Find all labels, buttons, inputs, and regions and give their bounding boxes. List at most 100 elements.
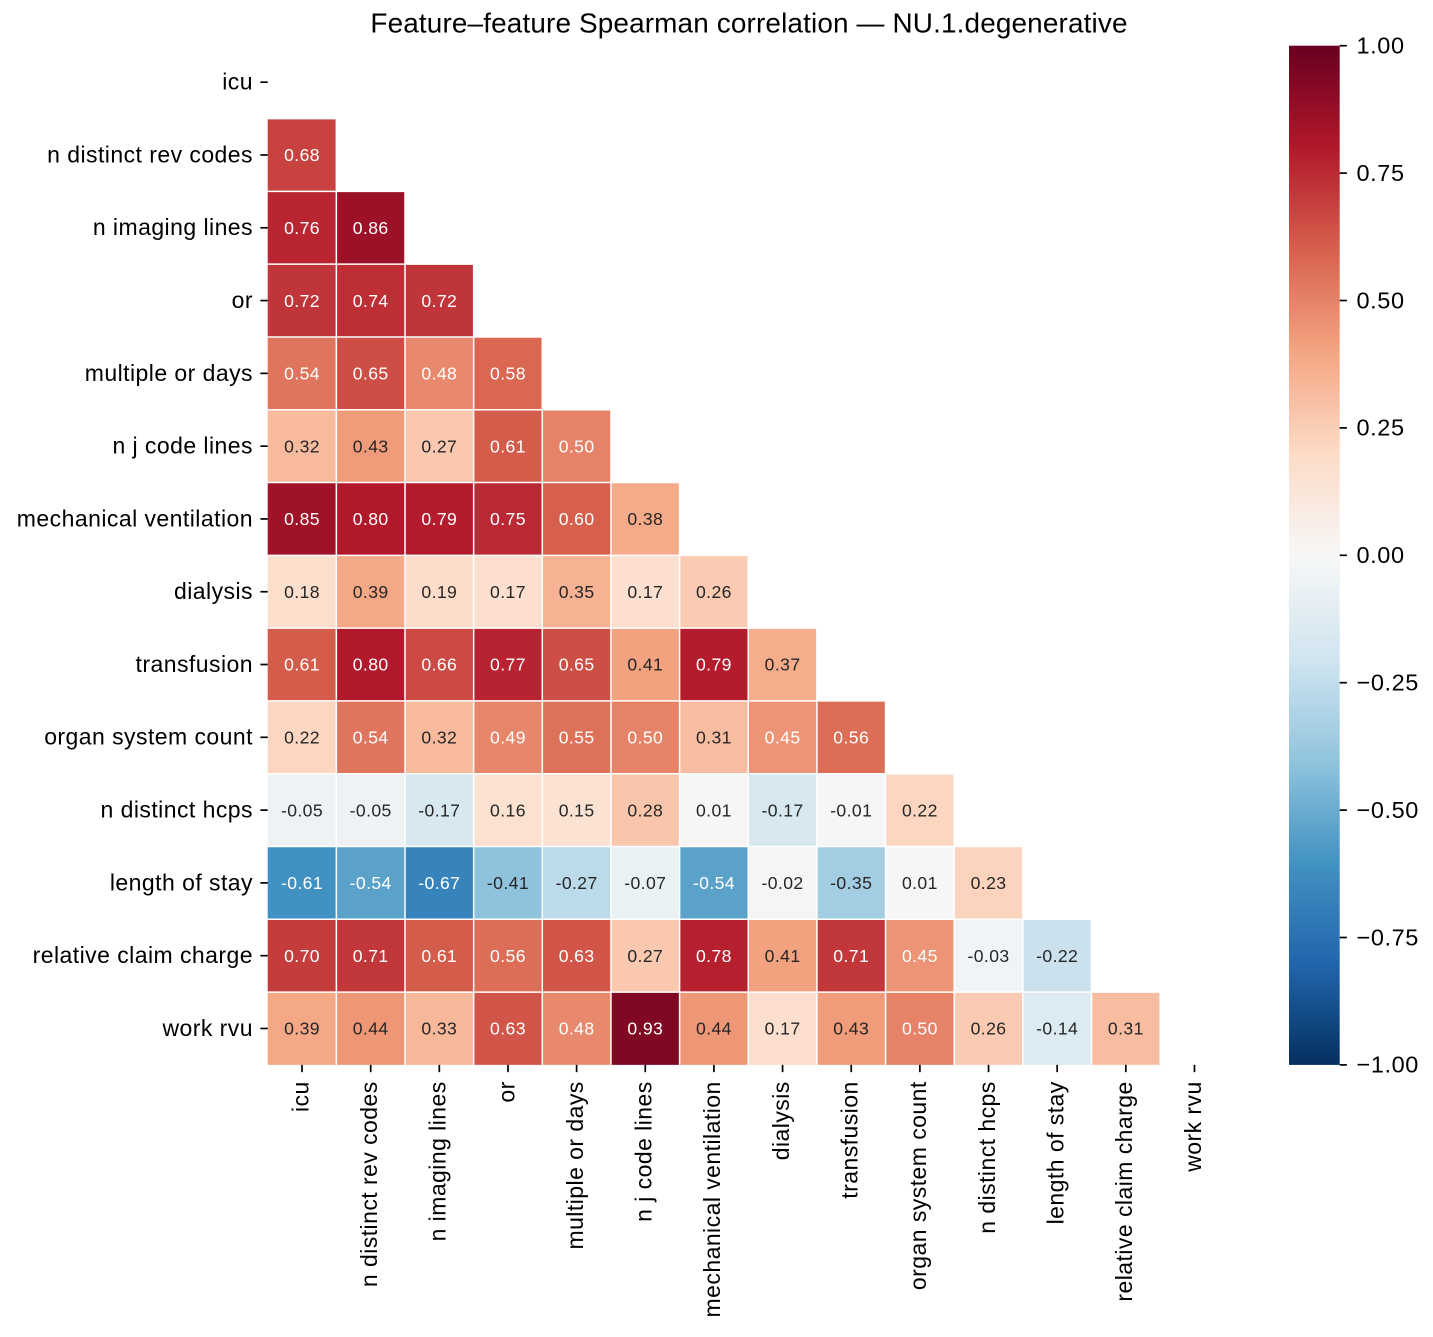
svg-text:Feature–feature Spearman corre: Feature–feature Spearman correlation — N… (370, 8, 1127, 39)
svg-text:0.38: 0.38 (627, 509, 663, 529)
svg-text:-0.05: -0.05 (281, 800, 323, 820)
svg-text:0.26: 0.26 (696, 582, 732, 602)
svg-text:−0.50: −0.50 (1357, 797, 1419, 823)
svg-text:0.45: 0.45 (902, 946, 938, 966)
svg-text:0.17: 0.17 (627, 582, 663, 602)
svg-text:-0.54: -0.54 (693, 873, 735, 893)
svg-text:0.41: 0.41 (765, 946, 801, 966)
svg-text:0.65: 0.65 (353, 364, 389, 384)
svg-text:0.43: 0.43 (353, 436, 389, 456)
svg-text:0.41: 0.41 (627, 655, 663, 675)
svg-text:length of stay: length of stay (1042, 1081, 1068, 1224)
svg-text:-0.41: -0.41 (487, 873, 529, 893)
svg-text:-0.67: -0.67 (418, 873, 460, 893)
svg-text:−0.75: −0.75 (1357, 924, 1419, 950)
svg-text:0.60: 0.60 (559, 509, 595, 529)
svg-text:dialysis: dialysis (174, 578, 253, 604)
svg-text:-0.14: -0.14 (1036, 1019, 1078, 1039)
svg-text:0.17: 0.17 (765, 1019, 801, 1039)
svg-text:0.48: 0.48 (421, 364, 457, 384)
svg-text:mechanical ventilation: mechanical ventilation (17, 505, 253, 531)
svg-text:0.70: 0.70 (284, 946, 320, 966)
svg-text:0.49: 0.49 (490, 728, 526, 748)
svg-text:0.25: 0.25 (1357, 415, 1405, 441)
svg-text:0.27: 0.27 (421, 436, 457, 456)
svg-text:-0.07: -0.07 (624, 873, 666, 893)
svg-text:0.28: 0.28 (627, 800, 663, 820)
svg-text:0.32: 0.32 (421, 728, 457, 748)
svg-text:-0.61: -0.61 (281, 873, 323, 893)
svg-text:−0.25: −0.25 (1357, 670, 1419, 696)
svg-text:0.78: 0.78 (696, 946, 732, 966)
svg-text:0.48: 0.48 (559, 1019, 595, 1039)
svg-text:n distinct rev codes: n distinct rev codes (47, 141, 253, 167)
svg-text:0.18: 0.18 (284, 582, 320, 602)
svg-text:−1.00: −1.00 (1357, 1052, 1419, 1078)
svg-text:0.86: 0.86 (353, 218, 389, 238)
svg-text:0.50: 0.50 (627, 728, 663, 748)
svg-text:0.17: 0.17 (490, 582, 526, 602)
svg-text:-0.22: -0.22 (1036, 946, 1078, 966)
svg-text:0.68: 0.68 (284, 145, 320, 165)
svg-text:work rvu: work rvu (1180, 1081, 1206, 1173)
svg-text:0.56: 0.56 (833, 728, 869, 748)
svg-text:0.19: 0.19 (421, 582, 457, 602)
svg-text:0.75: 0.75 (1357, 160, 1405, 186)
svg-text:icu: icu (287, 1081, 313, 1112)
svg-text:-0.54: -0.54 (350, 873, 392, 893)
svg-text:0.79: 0.79 (696, 655, 732, 675)
svg-text:-0.02: -0.02 (762, 873, 804, 893)
svg-text:0.01: 0.01 (696, 800, 732, 820)
svg-text:0.22: 0.22 (902, 800, 938, 820)
svg-text:0.33: 0.33 (421, 1019, 457, 1039)
svg-text:-0.05: -0.05 (350, 800, 392, 820)
svg-text:transfusion: transfusion (837, 1081, 863, 1198)
svg-text:organ system count: organ system count (44, 724, 253, 750)
svg-text:0.15: 0.15 (559, 800, 595, 820)
svg-text:0.71: 0.71 (833, 946, 869, 966)
svg-text:0.72: 0.72 (421, 291, 457, 311)
svg-text:0.01: 0.01 (902, 873, 938, 893)
svg-text:0.00: 0.00 (1357, 542, 1405, 568)
svg-text:0.22: 0.22 (284, 728, 320, 748)
svg-text:0.71: 0.71 (353, 946, 389, 966)
svg-text:0.16: 0.16 (490, 800, 526, 820)
svg-text:n j code lines: n j code lines (112, 433, 253, 459)
svg-text:n distinct rev codes: n distinct rev codes (356, 1081, 382, 1287)
svg-text:n distinct hcps: n distinct hcps (974, 1081, 1000, 1234)
svg-text:0.80: 0.80 (353, 509, 389, 529)
svg-text:0.85: 0.85 (284, 509, 320, 529)
svg-text:0.76: 0.76 (284, 218, 320, 238)
svg-text:n imaging lines: n imaging lines (425, 1081, 451, 1241)
svg-text:0.31: 0.31 (696, 728, 732, 748)
svg-text:0.74: 0.74 (353, 291, 389, 311)
svg-text:1.00: 1.00 (1357, 33, 1405, 59)
svg-text:0.35: 0.35 (559, 582, 595, 602)
svg-text:multiple or days: multiple or days (562, 1081, 588, 1249)
svg-text:0.63: 0.63 (559, 946, 595, 966)
svg-text:0.50: 0.50 (1357, 287, 1405, 313)
svg-text:0.93: 0.93 (627, 1019, 663, 1039)
svg-text:icu: icu (222, 69, 253, 95)
svg-text:-0.27: -0.27 (556, 873, 598, 893)
svg-text:multiple or days: multiple or days (85, 360, 253, 386)
svg-text:transfusion: transfusion (136, 651, 253, 677)
svg-text:relative claim charge: relative claim charge (1111, 1081, 1137, 1301)
svg-text:mechanical ventilation: mechanical ventilation (699, 1081, 725, 1317)
svg-text:0.54: 0.54 (353, 728, 389, 748)
svg-text:0.44: 0.44 (696, 1019, 732, 1039)
svg-text:n imaging lines: n imaging lines (93, 214, 253, 240)
svg-text:dialysis: dialysis (768, 1081, 794, 1160)
svg-text:0.32: 0.32 (284, 436, 320, 456)
svg-text:0.54: 0.54 (284, 364, 320, 384)
svg-text:0.37: 0.37 (765, 655, 801, 675)
svg-text:0.80: 0.80 (353, 655, 389, 675)
svg-text:0.43: 0.43 (833, 1019, 869, 1039)
svg-text:0.50: 0.50 (902, 1019, 938, 1039)
svg-text:0.58: 0.58 (490, 364, 526, 384)
svg-text:0.55: 0.55 (559, 728, 595, 748)
svg-text:0.79: 0.79 (421, 509, 457, 529)
svg-text:organ system count: organ system count (905, 1081, 931, 1290)
svg-text:0.45: 0.45 (765, 728, 801, 748)
svg-text:0.75: 0.75 (490, 509, 526, 529)
